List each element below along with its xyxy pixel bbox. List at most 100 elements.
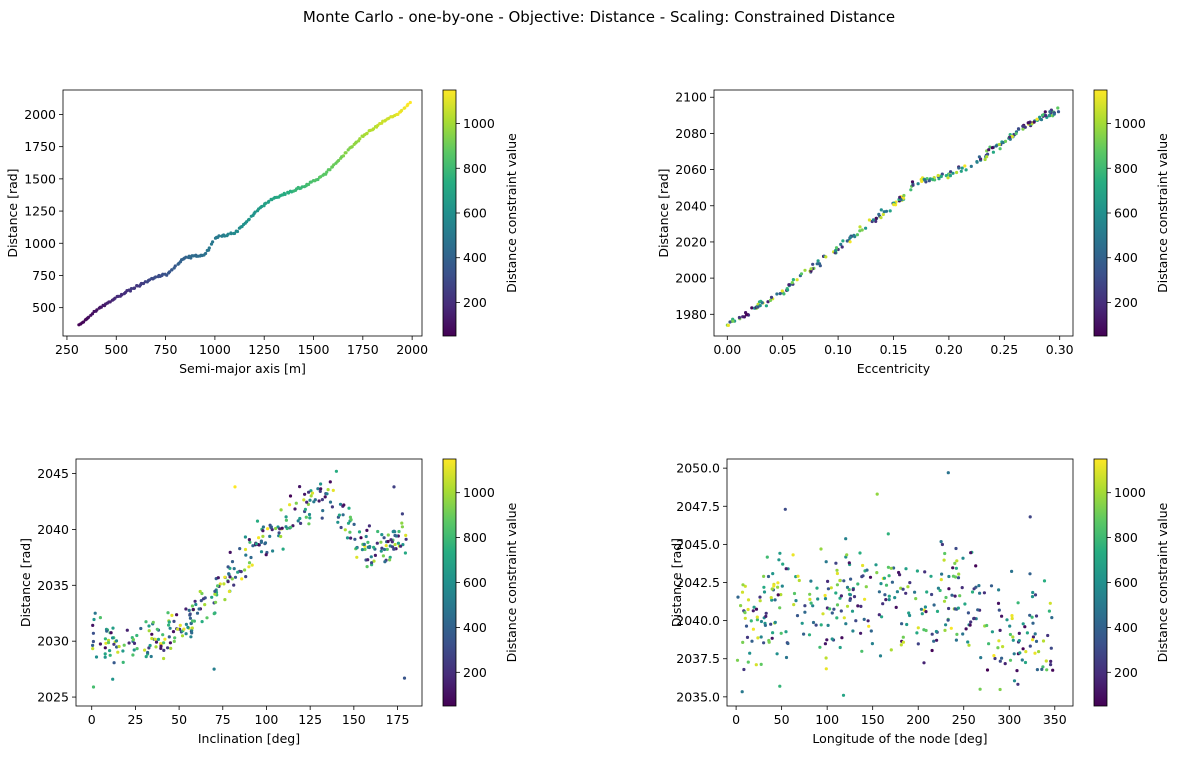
data-point — [795, 614, 800, 618]
data-point — [764, 611, 768, 615]
data-point — [905, 622, 909, 627]
data-point — [369, 555, 373, 559]
data-point — [310, 491, 315, 495]
data-point — [1056, 110, 1061, 114]
data-point — [993, 656, 997, 661]
data-point — [228, 575, 232, 579]
data-point — [349, 518, 353, 522]
x-axis-label: Longitude of the node [deg] — [812, 731, 987, 746]
data-point — [94, 655, 99, 659]
data-point — [404, 537, 408, 541]
data-point — [756, 636, 760, 640]
y-axis-label: Distance [rad] — [18, 538, 33, 627]
data-point — [1000, 656, 1004, 660]
data-point — [222, 582, 226, 586]
data-point — [996, 601, 1001, 606]
data-point — [1043, 110, 1047, 114]
data-point — [784, 567, 788, 571]
data-point — [847, 561, 851, 565]
data-point — [762, 590, 767, 594]
data-point — [147, 646, 151, 650]
data-point — [814, 623, 818, 627]
data-point — [922, 661, 926, 665]
data-point — [204, 251, 208, 256]
data-point — [932, 639, 936, 643]
data-point — [850, 609, 855, 613]
x-tick-label: 200 — [906, 712, 930, 727]
data-point — [832, 607, 836, 611]
data-point — [1044, 114, 1048, 118]
data-point — [914, 597, 918, 601]
y-tick-label: 2035 — [37, 578, 69, 593]
data-point — [111, 677, 115, 681]
data-point — [175, 613, 179, 617]
data-point — [279, 534, 283, 539]
data-point — [1040, 113, 1045, 117]
data-point — [352, 522, 356, 527]
data-point — [330, 505, 334, 509]
data-point — [860, 575, 864, 579]
data-point — [954, 566, 959, 570]
data-point — [875, 571, 879, 575]
data-point — [940, 542, 945, 547]
data-point — [306, 502, 310, 506]
data-point — [317, 499, 321, 503]
data-point — [247, 565, 251, 569]
x-tick-label: 300 — [997, 712, 1021, 727]
data-point — [393, 547, 397, 551]
data-point — [834, 249, 838, 253]
data-point — [874, 216, 878, 220]
data-point — [1010, 569, 1014, 574]
data-point — [777, 558, 781, 562]
data-point — [380, 546, 384, 550]
data-point — [746, 660, 750, 664]
data-point — [754, 663, 758, 667]
data-point — [904, 567, 908, 571]
colorbar-tick-label: 800 — [1114, 530, 1138, 545]
x-tick-label: 500 — [104, 342, 128, 357]
data-point — [203, 596, 207, 600]
data-point — [826, 623, 830, 628]
data-point — [1034, 614, 1039, 618]
data-point — [870, 642, 875, 646]
data-point — [880, 615, 884, 619]
data-point — [91, 643, 95, 648]
x-tick-label: 1500 — [298, 342, 330, 357]
data-point — [264, 553, 268, 557]
data-point — [835, 568, 839, 572]
data-point — [363, 547, 367, 552]
data-point — [235, 229, 240, 234]
data-point — [769, 596, 773, 600]
data-point — [328, 480, 332, 484]
data-point — [889, 648, 893, 652]
data-point — [871, 218, 876, 222]
data-point — [860, 228, 864, 232]
data-point — [1031, 638, 1035, 642]
data-point — [997, 608, 1001, 612]
data-point — [284, 525, 288, 529]
data-point — [839, 594, 844, 598]
data-point — [889, 566, 893, 570]
data-point — [269, 525, 273, 530]
data-point — [998, 687, 1002, 692]
data-point — [907, 611, 911, 615]
data-point — [399, 544, 403, 548]
data-point — [296, 519, 300, 523]
data-point — [901, 196, 906, 200]
data-point — [108, 649, 112, 653]
data-point — [756, 305, 760, 309]
data-point — [320, 498, 324, 502]
y-tick-label: 2025 — [37, 690, 69, 705]
data-point — [797, 578, 801, 583]
data-point — [884, 209, 889, 213]
data-point — [91, 685, 96, 689]
data-point — [307, 490, 311, 494]
data-point — [190, 628, 194, 633]
data-point — [834, 246, 839, 250]
data-point — [816, 259, 820, 263]
data-point — [184, 255, 188, 259]
data-point — [809, 579, 813, 583]
data-point — [233, 231, 237, 235]
data-point — [210, 595, 214, 599]
data-point — [227, 589, 231, 594]
